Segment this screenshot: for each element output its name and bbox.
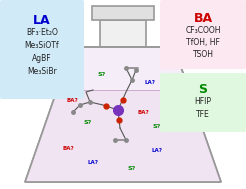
Text: BA?: BA? xyxy=(66,98,78,102)
Text: LA: LA xyxy=(33,14,51,27)
Text: Me₃SiOTf: Me₃SiOTf xyxy=(25,41,59,50)
Text: HFIP: HFIP xyxy=(195,97,212,106)
Text: TFE: TFE xyxy=(196,110,210,119)
Text: LA?: LA? xyxy=(152,147,163,153)
FancyBboxPatch shape xyxy=(160,73,246,132)
Text: Me₃SiBr: Me₃SiBr xyxy=(27,67,57,76)
FancyBboxPatch shape xyxy=(0,0,84,99)
Text: S: S xyxy=(199,83,207,96)
Text: BA: BA xyxy=(193,12,213,25)
Text: LA?: LA? xyxy=(144,80,155,84)
Polygon shape xyxy=(92,6,154,20)
Text: S?: S? xyxy=(128,166,136,170)
Text: CF₃COOH: CF₃COOH xyxy=(185,26,221,35)
Text: S?: S? xyxy=(98,73,106,77)
Text: LA?: LA? xyxy=(88,160,98,164)
Text: TSOH: TSOH xyxy=(193,50,214,59)
Polygon shape xyxy=(25,90,221,182)
Text: TfOH, HF: TfOH, HF xyxy=(186,38,220,47)
Text: AgBF: AgBF xyxy=(32,54,52,63)
Text: S?: S? xyxy=(84,119,92,125)
Text: BA?: BA? xyxy=(62,146,74,150)
Text: BA?: BA? xyxy=(137,111,149,115)
Polygon shape xyxy=(100,20,146,47)
Polygon shape xyxy=(25,47,221,182)
Text: S?: S? xyxy=(153,125,161,129)
Text: BF₃·Et₂O: BF₃·Et₂O xyxy=(26,28,58,37)
FancyBboxPatch shape xyxy=(160,0,246,69)
